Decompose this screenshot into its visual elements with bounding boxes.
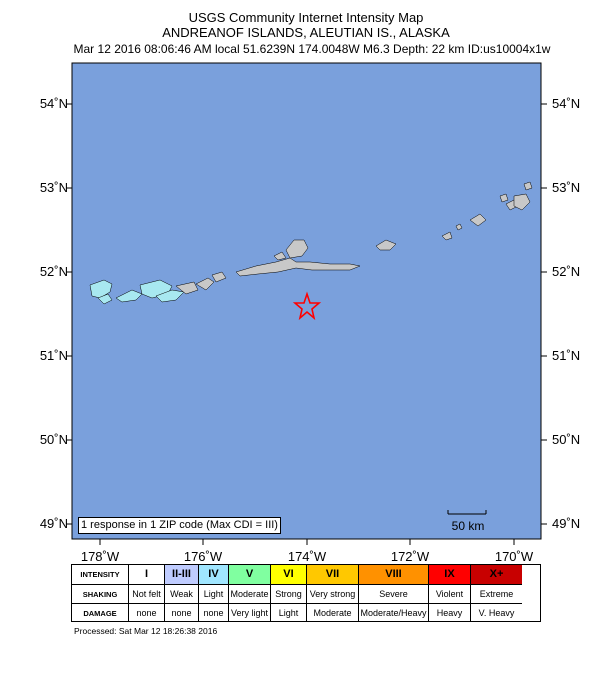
legend-label-damage: DAMAGE	[72, 603, 128, 622]
lat-label-52-left: 52˚N	[39, 264, 68, 279]
island-atka-amlia	[235, 257, 361, 277]
lat-label-49-left: 49˚N	[39, 516, 68, 531]
legend-intensity-0: I	[128, 565, 164, 584]
islands	[89, 181, 533, 305]
legend-damage-6: Moderate/Heavy	[358, 603, 428, 622]
lat-label-49-right: 49˚N	[552, 516, 581, 531]
lon-label-178: 178˚W	[80, 549, 120, 564]
legend-damage-7: Heavy	[428, 603, 470, 622]
island-amukta	[441, 231, 453, 241]
island-kanaga	[89, 279, 113, 299]
lat-label-54-left: 54˚N	[39, 96, 68, 111]
island-small-1	[97, 293, 113, 305]
legend-shaking-7: Violent	[428, 584, 470, 603]
lon-label-170: 170˚W	[494, 549, 534, 564]
legend-shaking-0: Not felt	[128, 584, 164, 603]
island-atka-north	[285, 239, 309, 259]
legend-intensity-4: VI	[270, 565, 306, 584]
legend-damage-2: none	[198, 603, 228, 622]
island-little-tanaga	[195, 277, 215, 291]
island-great-sitkin	[115, 289, 143, 303]
legend-damage-8: V. Heavy	[470, 603, 522, 622]
legend-intensity-1: II-III	[164, 565, 198, 584]
island-yunaska	[469, 213, 487, 227]
legend-shaking-6: Severe	[358, 584, 428, 603]
map-title: USGS Community Internet Intensity Map	[188, 10, 424, 25]
island-kasatochi	[211, 271, 227, 283]
event-details: Mar 12 2016 08:06:46 AM local 51.6239N 1…	[73, 42, 551, 56]
island-kagalaska	[175, 281, 199, 295]
legend-damage-5: Moderate	[306, 603, 358, 622]
legend-shaking-2: Light	[198, 584, 228, 603]
island-small-3	[455, 223, 463, 231]
legend-damage-1: none	[164, 603, 198, 622]
legend-intensity-2: IV	[198, 565, 228, 584]
island-adak-south	[155, 289, 185, 303]
lat-label-51-left: 51˚N	[39, 348, 68, 363]
legend-shaking-3: Moderate	[228, 584, 270, 603]
lat-label-51-right: 51˚N	[552, 348, 581, 363]
lat-label-52-right: 52˚N	[552, 264, 581, 279]
legend-intensity-7: IX	[428, 565, 470, 584]
scale-label: 50 km	[451, 519, 485, 533]
region-title: ANDREANOF ISLANDS, ALEUTIAN IS., ALASKA	[162, 25, 450, 40]
lat-label-54-right: 54˚N	[552, 96, 581, 111]
legend-intensity-3: V	[228, 565, 270, 584]
legend-row-shaking: SHAKING Not felt Weak Light Moderate Strong Ve…	[72, 584, 540, 603]
legend-label-intensity: INTENSITY	[80, 570, 120, 579]
response-count-box: 1 response in 1 ZIP code (Max CDI = III)	[78, 517, 281, 534]
legend-intensity-8: X+	[470, 565, 522, 584]
star-icon	[292, 291, 322, 321]
lat-label-53-left: 53˚N	[39, 180, 68, 195]
island-chuginadak	[513, 193, 531, 211]
intensity-legend: INTENSITY I II-III IV V VI VII VIII IX X+ SHAKING…	[71, 564, 541, 622]
legend-shaking-4: Strong	[270, 584, 306, 603]
lon-label-174: 174˚W	[287, 549, 327, 564]
island-carlisle	[499, 193, 509, 203]
legend-row-damage: DAMAGE none none none Very light Light Moderat…	[72, 603, 540, 622]
island-seguam	[375, 239, 397, 251]
processed-timestamp: Processed: Sat Mar 12 18:26:38 2016	[74, 626, 218, 636]
lat-label-50-right: 50˚N	[552, 432, 581, 447]
island-kagamil	[523, 181, 533, 191]
legend-shaking-8: Extreme	[470, 584, 522, 603]
ocean	[71, 62, 542, 540]
legend-shaking-1: Weak	[164, 584, 198, 603]
legend-intensity-5: VII	[306, 565, 358, 584]
legend-intensity-6: VIII	[358, 565, 428, 584]
island-small-2	[273, 251, 287, 261]
lat-ticks	[66, 103, 547, 525]
lat-label-53-right: 53˚N	[552, 180, 581, 195]
legend-damage-3: Very light	[228, 603, 270, 622]
lon-label-172: 172˚W	[390, 549, 430, 564]
legend-label-shaking: SHAKING	[72, 584, 128, 603]
legend-row-intensity: INTENSITY I II-III IV V VI VII VIII IX X+	[72, 565, 540, 584]
legend-shaking-5: Very strong	[306, 584, 358, 603]
legend-damage-4: Light	[270, 603, 306, 622]
legend-damage-0: none	[128, 603, 164, 622]
lon-label-176: 176˚W	[183, 549, 223, 564]
lon-ticks	[99, 539, 515, 545]
scale-bar	[447, 510, 487, 515]
lat-label-50-left: 50˚N	[39, 432, 68, 447]
